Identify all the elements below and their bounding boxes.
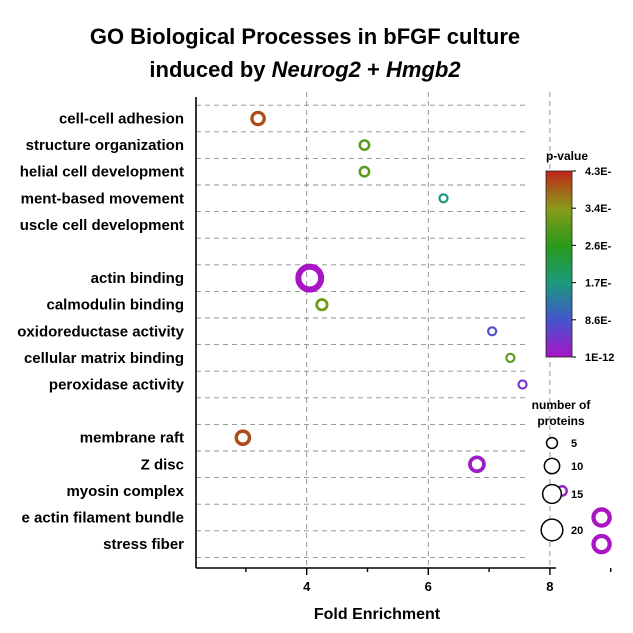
chart-title-line1: GO Biological Processes in bFGF culture (90, 24, 520, 49)
category-label: peroxidase activity (49, 377, 185, 394)
category-label: actin binding (91, 270, 184, 287)
size-legend-circle (540, 518, 564, 542)
size-legend-label: 20 (571, 525, 583, 537)
size-legend-label: 5 (571, 438, 577, 450)
grid-lines (196, 92, 551, 568)
colorbar-label: 4.3E- (585, 166, 612, 178)
chart-title-line2: induced by Neurog2 + Hmgb2 (149, 57, 461, 82)
category-label: ment-based movement (21, 190, 184, 207)
colorbar-labels: 4.3E- 3.4E- 2.6E- 1.7E- 8.6E- 1E-12 (572, 166, 614, 364)
data-point (505, 352, 516, 364)
data-point (487, 326, 498, 337)
category-label: myosin complex (66, 483, 184, 500)
data-point (468, 455, 486, 474)
category-label: structure organization (26, 137, 184, 154)
size-legend-circle (541, 483, 563, 505)
category-label: uscle cell development (20, 217, 184, 234)
size-legend-label: 10 (571, 461, 583, 473)
size-legend-title-line1: number of (532, 398, 592, 412)
x-tick-label: 8 (546, 579, 553, 594)
category-label: cellular matrix binding (24, 350, 184, 367)
chart-title-gene2: Hmgb2 (386, 57, 461, 82)
size-legend-circle (545, 436, 559, 450)
data-point (591, 533, 612, 555)
data-point (250, 110, 266, 127)
size-legend: 5 10 15 20 (540, 436, 583, 542)
data-point (358, 165, 371, 178)
chart-title-prefix: induced by (149, 57, 271, 82)
colorbar-label: 2.6E- (585, 240, 612, 252)
category-label: oxidoreductase activity (17, 323, 184, 340)
data-points (234, 110, 612, 555)
x-axis-label: Fold Enrichment (314, 606, 441, 623)
x-axis-ticks: 46810 (245, 568, 612, 594)
data-point (315, 298, 329, 312)
data-point (234, 429, 252, 447)
category-label: cell-cell adhesion (59, 111, 184, 128)
data-point (358, 139, 371, 152)
category-label: calmodulin binding (47, 297, 185, 314)
size-legend-title-line2: proteins (537, 414, 585, 428)
category-label: membrane raft (80, 430, 184, 447)
category-label: Z disc (141, 456, 184, 473)
colorbar (545, 170, 573, 358)
chart-title-gene1: Neurog2 (272, 57, 362, 82)
data-point (591, 507, 612, 528)
category-labels: cell-cell adhesion structure organization… (17, 111, 184, 554)
colorbar-title: p-value (546, 149, 588, 163)
data-point (517, 379, 528, 390)
colorbar-label: 1.7E- (585, 278, 612, 290)
x-tick-label: 4 (303, 579, 311, 594)
category-label: stress fiber (103, 536, 184, 553)
chart-title-separator: + (361, 57, 386, 82)
data-point (438, 193, 449, 204)
category-label: e actin filament bundle (21, 510, 184, 527)
data-point (295, 263, 325, 293)
colorbar-label: 8.6E- (585, 315, 612, 327)
colorbar-label: 3.4E- (585, 203, 612, 215)
colorbar-label: 1E-12 (585, 352, 614, 364)
category-label: helial cell development (20, 164, 184, 181)
size-legend-label: 15 (571, 489, 583, 501)
x-tick-label: 6 (425, 579, 432, 594)
size-legend-circle (543, 457, 561, 475)
